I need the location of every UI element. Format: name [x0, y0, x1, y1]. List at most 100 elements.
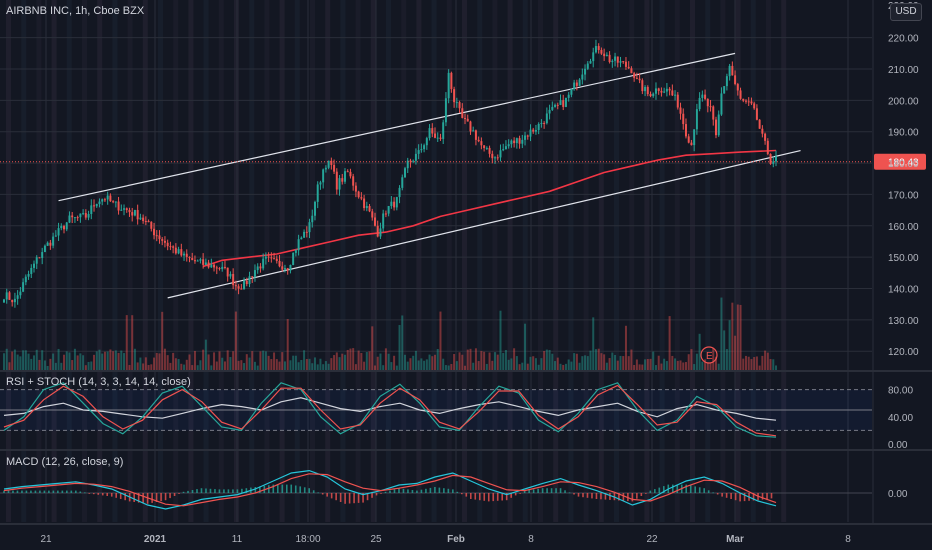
- volume-bar: [292, 355, 295, 370]
- volume-bar: [303, 350, 306, 370]
- volume-bar: [461, 354, 464, 370]
- volume-bar: [551, 353, 554, 370]
- candle-body: [510, 140, 513, 145]
- symbol-title[interactable]: AIRBNB INC, 1h, Cboe BZX: [6, 5, 145, 17]
- price-axis[interactable]: 120.00 130.00 140.00 150.00 160.00 170.00 180.…: [888, 1, 919, 500]
- currency-button[interactable]: USD: [890, 3, 922, 21]
- candle-body: [695, 109, 698, 130]
- volume-bar: [398, 325, 401, 370]
- candle-body: [278, 260, 281, 267]
- volume-bar: [267, 355, 270, 370]
- candle-body: [354, 185, 357, 192]
- macd-histogram-bar: [79, 491, 82, 493]
- volume-bar: [717, 363, 720, 370]
- candle-body: [128, 210, 131, 213]
- candle-body: [723, 86, 726, 94]
- macd-histogram-bar: [344, 493, 346, 504]
- volume-bar: [624, 325, 627, 370]
- session-band: [614, 0, 619, 522]
- rsi-stoch-title[interactable]: RSI + STOCH (14, 3, 3, 14, 14, close): [6, 376, 191, 388]
- session-band: [462, 0, 467, 522]
- candle-body: [545, 113, 548, 124]
- session-background-bands: [6, 0, 787, 522]
- session-band: [538, 0, 543, 522]
- candle-body: [341, 178, 344, 182]
- volume-bar: [654, 365, 657, 370]
- candle-body: [455, 102, 458, 104]
- panel-separators[interactable]: [0, 0, 932, 525]
- candle-body: [79, 213, 82, 218]
- candle-body: [758, 119, 761, 129]
- volume-bar: [202, 349, 205, 370]
- candle-body: [644, 86, 647, 92]
- macd-histogram-bar: [308, 488, 311, 493]
- volume-bar: [491, 360, 494, 370]
- price-tick-label: 130.00: [888, 316, 919, 327]
- macd-histogram-bar: [636, 493, 638, 499]
- session-band: [431, 0, 437, 522]
- macd-histogram-bar: [469, 493, 472, 499]
- candle-body: [71, 215, 74, 218]
- volume-bar: [543, 351, 546, 370]
- candle-body: [335, 171, 338, 190]
- candle-body: [303, 231, 306, 238]
- macd-title[interactable]: MACD (12, 26, close, 9): [6, 456, 124, 468]
- macd-histogram-bar: [142, 493, 144, 504]
- price-tick-label: 140.00: [888, 284, 919, 295]
- macd-histogram-bar: [173, 493, 176, 496]
- macd-histogram-bar: [496, 493, 499, 501]
- candle-body: [65, 222, 68, 230]
- session-band: [36, 0, 42, 522]
- candle-body: [232, 273, 235, 286]
- candle-body: [513, 140, 516, 144]
- candle-body: [652, 93, 655, 97]
- macd-histogram-bar: [57, 490, 59, 493]
- session-band: [446, 0, 452, 522]
- session-band: [188, 0, 194, 522]
- macd-histogram-bar: [568, 492, 571, 494]
- time-axis[interactable]: 21 2021 11 18:00 25 Feb 8 22 Mar 8: [40, 534, 851, 545]
- candle-body: [515, 138, 518, 144]
- candle-body: [698, 97, 701, 110]
- volume-bar: [172, 352, 175, 370]
- candle-body: [423, 145, 426, 150]
- candle-body: [387, 205, 390, 214]
- volume-bar: [270, 359, 273, 370]
- candle-body: [622, 61, 625, 63]
- macd-histogram-bar: [595, 493, 598, 499]
- trend-channel[interactable]: [58, 52, 801, 299]
- volume-bar: [103, 351, 106, 370]
- session-band: [310, 0, 315, 522]
- candle-body: [338, 178, 341, 190]
- candle-body: [16, 295, 19, 299]
- macd-histogram-bar: [609, 493, 611, 500]
- session-band: [583, 0, 589, 522]
- candle-body: [404, 168, 407, 178]
- macd-histogram-bar: [133, 493, 135, 502]
- candle-body: [95, 203, 98, 207]
- volume-bar: [393, 355, 396, 370]
- macd-histogram-bar: [591, 493, 593, 499]
- candle-body: [682, 113, 685, 125]
- volume-bar: [423, 360, 426, 370]
- session-band: [264, 0, 270, 522]
- macd-histogram-bar: [407, 489, 409, 493]
- time-tick-label: 8: [845, 534, 851, 545]
- volume-bar: [338, 357, 341, 370]
- volume-bar: [41, 350, 44, 370]
- session-band: [97, 0, 103, 522]
- macd-histogram-bar: [555, 488, 557, 493]
- candle-body: [131, 212, 134, 216]
- last-price-label: 180.43: [888, 158, 919, 169]
- candle-body: [188, 256, 191, 258]
- volume-bar: [24, 350, 27, 370]
- volume-bar: [226, 350, 229, 370]
- candle-body: [286, 268, 289, 271]
- macd-histogram-bar: [281, 484, 284, 493]
- candle-body: [414, 153, 417, 161]
- volume-bar: [428, 354, 431, 370]
- volume-bar: [554, 361, 557, 370]
- candle-body: [398, 187, 401, 198]
- candle-body: [521, 139, 524, 144]
- candle-body: [428, 128, 431, 139]
